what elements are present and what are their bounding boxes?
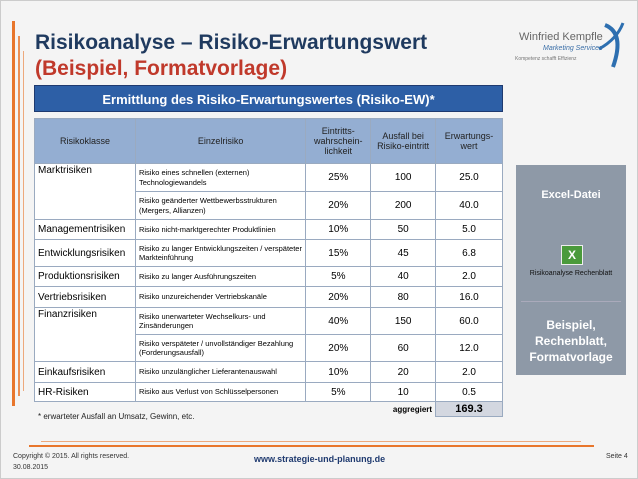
- expected-value: 2.0: [435, 361, 503, 383]
- table-row: Produktionsrisiken Risiko zu langer Ausfü…: [34, 266, 503, 287]
- probability: 20%: [305, 334, 372, 362]
- risk-class: Produktionsrisiken: [34, 266, 136, 287]
- excel-file-icon[interactable]: X: [561, 245, 583, 265]
- date: 30.08.2015: [13, 464, 49, 471]
- risk-class: Vertriebsrisiken: [34, 286, 136, 308]
- table-banner: Ermittlung des Risiko-Erwartungswertes (…: [34, 85, 503, 112]
- expected-value: 60.0: [435, 307, 503, 335]
- accent-line: [29, 445, 594, 447]
- excel-title: Excel-Datei: [541, 189, 601, 201]
- risk-class: Einkaufsrisiken: [34, 361, 136, 383]
- page-title: Risikoanalyse – Risiko-Erwartungswert: [35, 31, 428, 54]
- page-subtitle: (Beispiel, Formatvorlage): [35, 57, 288, 80]
- header-cell: Einzelrisiko: [134, 118, 307, 164]
- table-row: Vertriebsrisiken Risiko unzureichender Ve…: [34, 286, 503, 308]
- expected-value: 25.0: [435, 163, 503, 192]
- table-row: Entwicklungsrisiken Risiko zu langer Entw…: [34, 239, 503, 267]
- risk-class: Finanzrisiken: [34, 307, 136, 362]
- loss: 10: [370, 382, 437, 402]
- single-risk: Risiko eines schnellen (externen) Techno…: [134, 163, 307, 192]
- single-risk: Risiko geänderter Wettbewerbsstrukturen …: [134, 191, 307, 220]
- table-row: Risiko verspäteter / unvollständiger Bez…: [35, 334, 503, 362]
- probability: 20%: [305, 191, 372, 220]
- risk-class: Managementrisiken: [34, 219, 136, 240]
- expected-value: 12.0: [435, 334, 503, 362]
- probability: 5%: [305, 382, 372, 402]
- risk-class: HR-Risiken: [34, 382, 136, 402]
- header-cell: Risikoklasse: [34, 118, 136, 164]
- footnote: * erwarteter Ausfall an Umsatz, Gewinn, …: [38, 412, 195, 421]
- aggregate-row: aggregiert 169.3: [35, 401, 503, 417]
- aggregate-value: 169.3: [435, 401, 503, 417]
- expected-value: 2.0: [435, 266, 503, 287]
- expected-value: 6.8: [435, 239, 503, 267]
- accent-line: [41, 441, 581, 442]
- single-risk: Risiko unerwarteter Wechselkurs- und Zin…: [134, 307, 307, 335]
- risk-table: Risikoklasse Einzelrisiko Eintritts-wahr…: [34, 118, 503, 417]
- loss: 80: [370, 286, 437, 308]
- expected-value: 0.5: [435, 382, 503, 402]
- logo: Winfried Kempfle Marketing Services Komp…: [513, 19, 629, 69]
- loss: 100: [370, 163, 437, 192]
- table-row: HR-Risiken Risiko aus Verlust von Schlüss…: [34, 382, 503, 402]
- loss: 50: [370, 219, 437, 240]
- probability: 25%: [305, 163, 372, 192]
- single-risk: Risiko unzulänglicher Lieferantenauswahl: [134, 361, 307, 383]
- table-row: Einkaufsrisiken Risiko unzulänglicher Lie…: [34, 361, 503, 383]
- accent-bar: [18, 36, 20, 396]
- probability: 40%: [305, 307, 372, 335]
- table-row: Risiko geänderter Wettbewerbsstrukturen …: [35, 191, 503, 220]
- copyright: Copyright © 2015. All rights reserved.: [13, 453, 130, 460]
- table-row: Finanzrisiken Risiko unerwarteter Wechsel…: [34, 307, 503, 362]
- single-risk: Risiko verspäteter / unvollständiger Bez…: [134, 334, 307, 362]
- table-header-row: Risikoklasse Einzelrisiko Eintritts-wahr…: [34, 118, 503, 164]
- accent-bar: [23, 51, 24, 391]
- header-cell: Eintritts-wahrschein-lichkeit: [305, 118, 372, 164]
- table-row: Managementrisiken Risiko nicht-marktgerec…: [34, 219, 503, 240]
- divider: [521, 301, 621, 302]
- page-number: Seite 4: [606, 453, 628, 460]
- accent-bar: [12, 21, 15, 406]
- risk-class: Entwicklungsrisiken: [34, 239, 136, 267]
- excel-description: Beispiel, Rechenblatt, Formatvorlage: [529, 318, 613, 364]
- logo-slogan: Kompetenz schafft Effizienz: [515, 56, 577, 62]
- single-risk: Risiko nicht-marktgerechter Produktlinie…: [134, 219, 307, 240]
- website-link[interactable]: www.strategie-und-planung.de: [254, 454, 386, 464]
- logo-sub: Marketing Services: [543, 45, 603, 52]
- risk-class: Marktrisiken: [34, 163, 136, 220]
- loss: 40: [370, 266, 437, 287]
- probability: 10%: [305, 361, 372, 383]
- probability: 20%: [305, 286, 372, 308]
- loss: 60: [370, 334, 437, 362]
- expected-value: 5.0: [435, 219, 503, 240]
- logo-name: Winfried Kempfle: [519, 31, 603, 43]
- expected-value: 40.0: [435, 191, 503, 220]
- loss: 150: [370, 307, 437, 335]
- loss: 45: [370, 239, 437, 267]
- single-risk: Risiko zu langer Ausführungszeiten: [134, 266, 307, 287]
- probability: 5%: [305, 266, 372, 287]
- probability: 10%: [305, 219, 372, 240]
- single-risk: Risiko zu langer Entwicklungszeiten / ve…: [134, 239, 307, 267]
- loss: 20: [370, 361, 437, 383]
- loss: 200: [370, 191, 437, 220]
- single-risk: Risiko unzureichender Vertriebskanäle: [134, 286, 307, 308]
- header-cell: Ausfall bei Risiko-eintritt: [370, 118, 437, 164]
- header-cell: Erwartungs-wert: [435, 118, 503, 164]
- table-row: Marktrisiken Risiko eines schnellen (exte…: [34, 163, 503, 220]
- probability: 15%: [305, 239, 372, 267]
- aggregate-label: aggregiert: [392, 404, 433, 414]
- single-risk: Risiko aus Verlust von Schlüsselpersonen: [134, 382, 307, 402]
- excel-panel: Excel-Datei X Risikoanalyse Rechenblatt …: [516, 165, 626, 375]
- expected-value: 16.0: [435, 286, 503, 308]
- excel-file-label[interactable]: Risikoanalyse Rechenblatt: [529, 270, 613, 277]
